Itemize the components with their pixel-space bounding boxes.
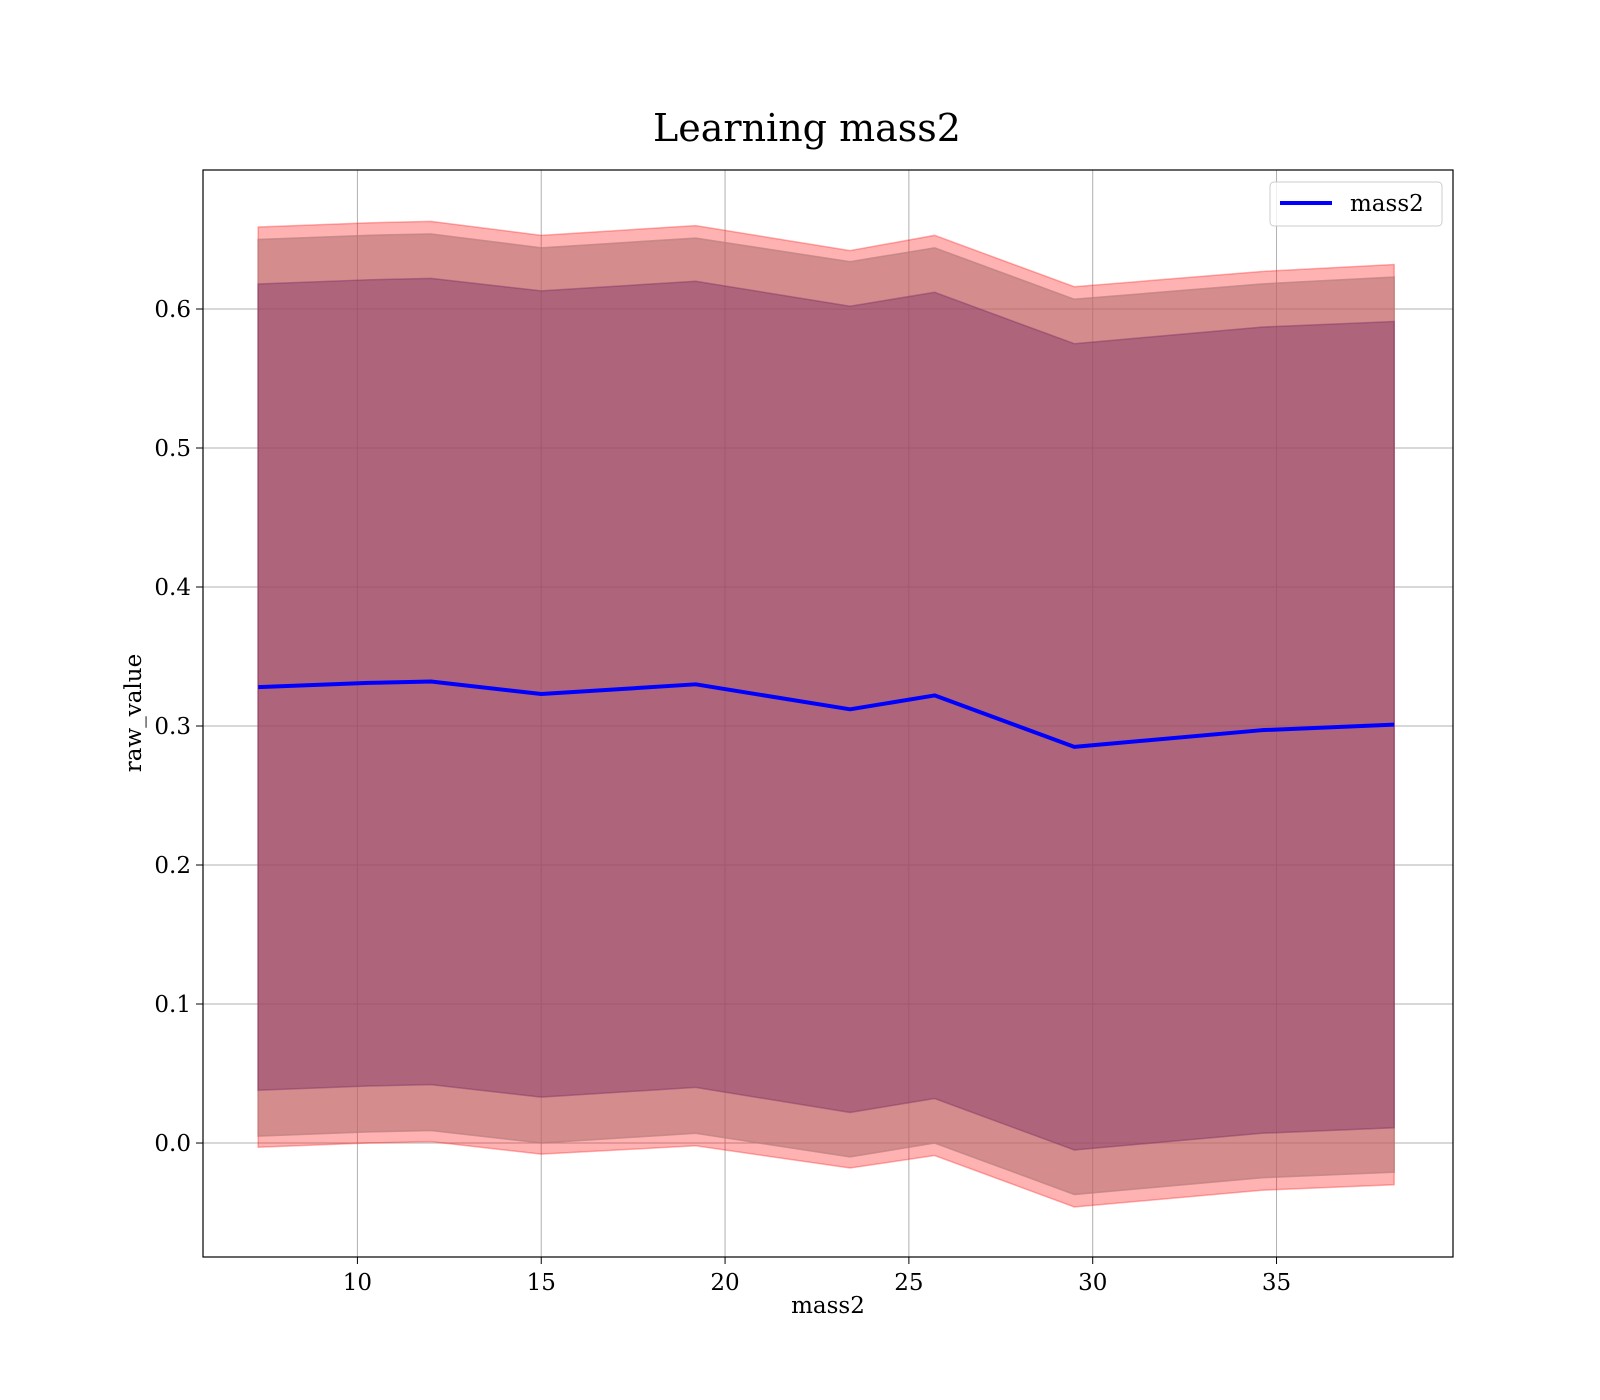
chart-title: Learning mass2	[653, 106, 961, 150]
x-tick-label: 15	[527, 1270, 556, 1296]
uncertainty-bands	[257, 220, 1395, 1208]
x-tick-label: 30	[1078, 1270, 1107, 1296]
y-axis-ticks: 0.0 0.1 0.2 0.3 0.4 0.5 0.6	[154, 297, 203, 1157]
x-axis-label: mass2	[791, 1293, 865, 1319]
legend: mass2	[1269, 181, 1443, 227]
y-tick-label: 0.5	[154, 436, 191, 462]
confidence-band	[257, 233, 1395, 1196]
confidence-band	[257, 277, 1395, 1151]
y-tick-label: 0.0	[154, 1131, 191, 1157]
legend-box	[1269, 181, 1443, 227]
series-line	[258, 679, 1395, 749]
y-tick-label: 0.4	[154, 575, 191, 601]
y-tick-label: 0.3	[154, 714, 191, 740]
y-tick-label: 0.1	[154, 992, 191, 1018]
x-axis-ticks: 10 15 20 25 30 35	[343, 1257, 1291, 1296]
y-tick-label: 0.6	[154, 297, 191, 323]
confidence-band	[257, 233, 1395, 1196]
y-tick-label: 0.2	[154, 853, 191, 879]
x-tick-label: 20	[710, 1270, 739, 1296]
y-axis-label: raw_value	[121, 654, 147, 772]
x-tick-label: 35	[1262, 1270, 1291, 1296]
plot-frame	[202, 169, 1454, 1258]
x-tick-label: 25	[894, 1270, 923, 1296]
grid	[203, 170, 1453, 1257]
series-lines	[258, 679, 1395, 749]
confidence-band	[257, 220, 1395, 1208]
x-tick-label: 10	[343, 1270, 372, 1296]
legend-label: mass2	[1350, 191, 1424, 217]
